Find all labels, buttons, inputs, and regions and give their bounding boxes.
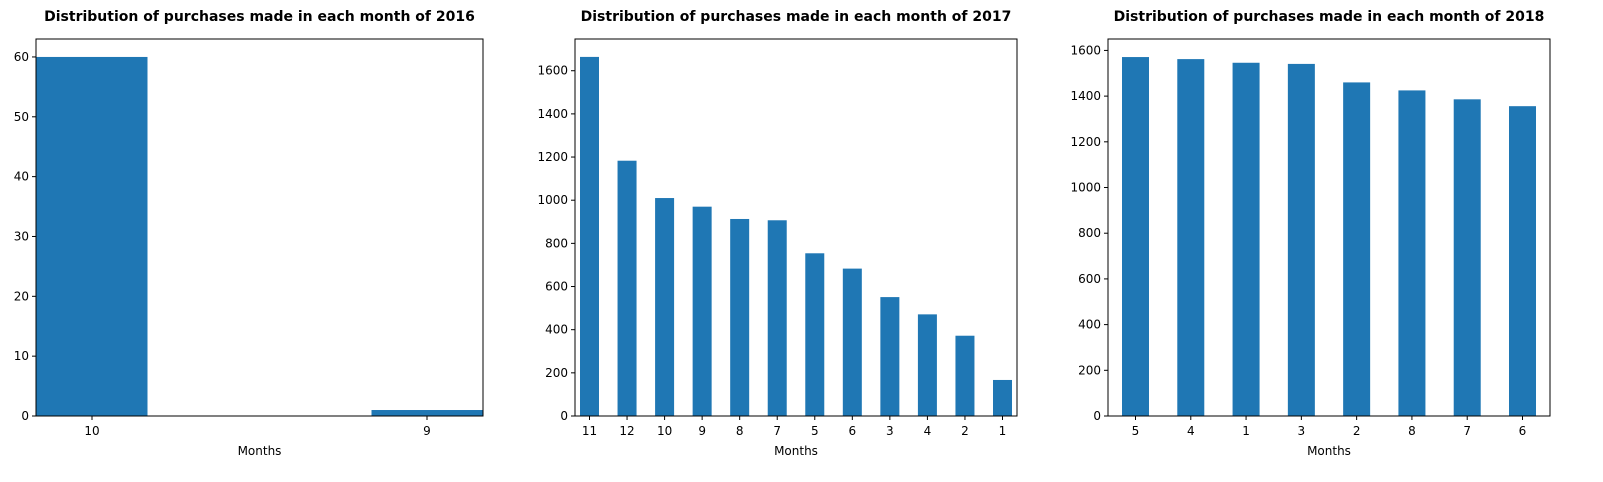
y-tick-label-2017-1600: 1600 (537, 64, 568, 78)
y-tick-label-2018-0: 0 (1093, 409, 1101, 423)
x-tick-label-2018-7: 7 (1463, 424, 1471, 438)
y-tick-label-2017-400: 400 (545, 323, 568, 337)
x-tick-label-2017-1: 1 (999, 424, 1007, 438)
x-tick-label-2018-2: 2 (1353, 424, 1361, 438)
x-tick-label-2017-9: 9 (698, 424, 706, 438)
x-tick-label-2018-6: 6 (1519, 424, 1527, 438)
y-tick-label-2016-0: 0 (21, 409, 29, 423)
y-tick-label-2016-20: 20 (14, 289, 29, 303)
y-tick-label-2018-800: 800 (1078, 226, 1101, 240)
x-tick-label-2017-12: 12 (619, 424, 634, 438)
plot-frame-2016 (35, 38, 484, 417)
y-tick-label-2016-40: 40 (14, 170, 29, 184)
x-tick-label-2017-7: 7 (773, 424, 781, 438)
y-tick-label-2018-600: 600 (1078, 272, 1101, 286)
bar-2018-month-8 (1398, 90, 1426, 416)
chart-2017: Distribution of purchases made in each m… (537, 9, 1018, 458)
y-tick-label-2017-600: 600 (545, 280, 568, 294)
y-tick-label-2018-1400: 1400 (1070, 89, 1101, 103)
y-tick-label-2017-0: 0 (560, 409, 568, 423)
chart-2016: Distribution of purchases made in each m… (14, 9, 484, 458)
x-tick-label-2018-1: 1 (1242, 424, 1250, 438)
y-tick-label-2016-30: 30 (14, 229, 29, 243)
bar-2018-month-6 (1509, 106, 1536, 416)
x-tick-label-2017-8: 8 (736, 424, 744, 438)
x-tick-label-2017-10: 10 (657, 424, 672, 438)
y-tick-label-2018-400: 400 (1078, 318, 1101, 332)
plot-frame-2017 (574, 38, 1018, 417)
y-tick-label-2018-1600: 1600 (1070, 43, 1101, 57)
plot-frame-2018 (1107, 38, 1551, 417)
y-tick-label-2017-1000: 1000 (537, 193, 568, 207)
bar-2018-month-7 (1453, 99, 1481, 416)
bar-2018-month-4 (1177, 59, 1205, 417)
bar-2017-month-6 (842, 268, 862, 416)
x-tick-label-2017-5: 5 (811, 424, 819, 438)
x-axis-label-2018: Months (1307, 444, 1351, 458)
y-tick-label-2017-200: 200 (545, 366, 568, 380)
chart-title-2016: Distribution of purchases made in each m… (44, 9, 475, 25)
x-tick-label-2017-6: 6 (848, 424, 856, 438)
x-tick-label-2017-3: 3 (886, 424, 894, 438)
bar-2017-month-11 (580, 56, 599, 416)
bar-2017-month-4 (917, 314, 937, 416)
bar-2017-month-5 (805, 253, 825, 416)
x-axis-label-2016: Months (238, 444, 282, 458)
bar-2017-month-7 (767, 220, 787, 416)
bar-2018-month-1 (1232, 62, 1260, 417)
chart-title-2018: Distribution of purchases made in each m… (1114, 9, 1545, 25)
bar-2017-month-10 (655, 198, 675, 416)
y-tick-label-2017-1400: 1400 (537, 107, 568, 121)
x-tick-label-2018-4: 4 (1187, 424, 1195, 438)
chart-title-2017: Distribution of purchases made in each m… (581, 9, 1012, 25)
y-tick-label-2016-50: 50 (14, 110, 29, 124)
bar-2017-month-1 (993, 379, 1012, 416)
y-tick-label-2018-1200: 1200 (1070, 135, 1101, 149)
x-tick-label-2018-5: 5 (1132, 424, 1140, 438)
x-tick-label-2016-10: 10 (84, 424, 99, 438)
y-tick-label-2017-800: 800 (545, 236, 568, 250)
x-tick-label-2016-9: 9 (423, 424, 431, 438)
bar-2018-month-5 (1122, 57, 1149, 417)
y-tick-label-2018-1000: 1000 (1070, 181, 1101, 195)
bar-2016-month-9 (371, 410, 483, 416)
bar-2018-month-2 (1343, 82, 1371, 417)
x-tick-label-2017-11: 11 (582, 424, 597, 438)
x-tick-label-2017-4: 4 (924, 424, 932, 438)
bar-2017-month-9 (692, 206, 712, 416)
bar-2016-month-10 (36, 56, 148, 416)
bar-2017-month-2 (955, 335, 975, 416)
y-tick-label-2016-60: 60 (14, 50, 29, 64)
x-axis-label-2017: Months (774, 444, 818, 458)
x-tick-label-2018-3: 3 (1298, 424, 1306, 438)
bar-2017-month-8 (730, 218, 750, 416)
bar-2018-month-3 (1287, 63, 1315, 417)
x-tick-label-2017-2: 2 (961, 424, 969, 438)
chart-2018: Distribution of purchases made in each m… (1070, 9, 1551, 458)
y-tick-label-2017-1200: 1200 (537, 150, 568, 164)
bar-2017-month-12 (617, 160, 637, 416)
y-tick-label-2018-200: 200 (1078, 363, 1101, 377)
y-tick-label-2016-10: 10 (14, 349, 29, 363)
x-tick-label-2018-8: 8 (1408, 424, 1416, 438)
bar-2017-month-3 (880, 297, 900, 416)
